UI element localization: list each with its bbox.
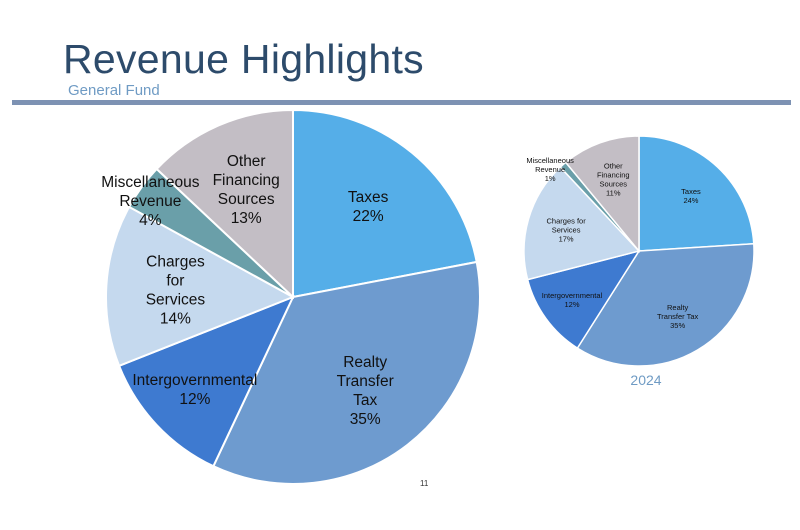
page-title: Revenue Highlights: [63, 36, 424, 82]
slice-name: Miscellaneous: [101, 174, 199, 191]
page-number: 11: [420, 479, 429, 488]
pie-chart-2024-title: 2024: [630, 372, 661, 388]
slice-name: Realty: [667, 303, 689, 312]
slice-name: Other: [227, 153, 266, 170]
pie-slice: [523, 166, 641, 281]
pie-slice: [576, 242, 755, 367]
slice-percent: 4%: [139, 212, 162, 229]
slice-name: Taxes: [681, 187, 701, 196]
slice-percent: 22%: [353, 208, 384, 225]
slice-percent: 13%: [231, 210, 262, 227]
slice-percent: 1%: [545, 174, 556, 183]
pie-slice-label: Miscellaneous Revenue 4%: [101, 174, 199, 229]
revenue-pie-chart-2024: Taxes 24% Realty Transfer Tax 35% Intergovern…: [523, 135, 755, 367]
pie-slice: [526, 249, 641, 350]
slice-percent: 24%: [683, 196, 698, 205]
slice-name: Realty: [343, 354, 387, 371]
pie-slice-label: Miscellaneous Revenue 1%: [526, 156, 574, 183]
pie-slice-label: Taxes 22%: [348, 189, 389, 225]
slice-name: Services: [146, 292, 206, 309]
slice-name: Transfer: [337, 373, 394, 390]
slice-name: Sources: [218, 191, 275, 208]
slice-name: Tax: [353, 392, 377, 409]
slice-percent: 11%: [606, 189, 621, 198]
pie-slice-label: Taxes 24%: [681, 187, 701, 205]
slice-name: Financing: [213, 172, 280, 189]
slice-name: Taxes: [348, 189, 389, 206]
page-subtitle: General Fund: [68, 82, 160, 99]
pie-slice-label: Charges for Services 14%: [146, 254, 206, 328]
pie-labels: Taxes 22% Realty Transfer Tax 35% Intergovernm…: [101, 153, 394, 428]
slice-percent: 12%: [565, 300, 580, 309]
title-divider: [12, 100, 791, 105]
slice-name: Revenue: [119, 193, 181, 210]
pie-slice: [564, 135, 640, 254]
slice-name: Sources: [600, 180, 628, 189]
pie-labels: Taxes 24% Realty Transfer Tax 35% Intergovern…: [526, 156, 701, 330]
slice-name: Services: [552, 225, 581, 234]
slice-name: Revenue: [535, 165, 565, 174]
slice-name: Intergovernmental: [542, 291, 603, 300]
pie-slice: [638, 135, 755, 252]
slice-name: Financing: [597, 171, 630, 180]
pie-slice: [117, 295, 295, 468]
slice-percent: 35%: [350, 411, 381, 428]
pie-slice-label: Other Financing Sources 11%: [597, 162, 630, 198]
revenue-pie-chart-main: Taxes 22% Realty Transfer Tax 35% Intergovernm…: [101, 108, 481, 485]
slice-percent: 12%: [179, 391, 210, 408]
slice-percent: 35%: [670, 321, 685, 330]
pie-slice-label: Other Financing Sources 13%: [213, 153, 280, 227]
pie-slice-label: Intergovernmental 12%: [542, 291, 603, 309]
slice-percent: 17%: [559, 234, 574, 243]
pie-slice: [105, 205, 296, 368]
slice-name: Other: [604, 162, 623, 171]
pie-slice: [212, 260, 481, 485]
slice-name: Miscellaneous: [526, 156, 574, 165]
pie-slice-label: Realty Transfer Tax 35%: [337, 354, 394, 428]
pie-slice-label: Realty Transfer Tax 35%: [657, 303, 699, 330]
slice-percent: 14%: [160, 311, 191, 328]
pie-slice-label: Intergovernmental 12%: [132, 372, 257, 408]
slice-name: for: [166, 273, 184, 290]
slice-name: Intergovernmental: [132, 372, 257, 389]
pie-slice: [292, 108, 478, 299]
pie-slice-label: Charges for Services 17%: [547, 216, 587, 243]
pie-slice: [155, 108, 294, 300]
slice-name: Charges for: [547, 216, 587, 225]
slice-name: Charges: [146, 254, 205, 271]
slice-name: Transfer Tax: [657, 312, 699, 321]
